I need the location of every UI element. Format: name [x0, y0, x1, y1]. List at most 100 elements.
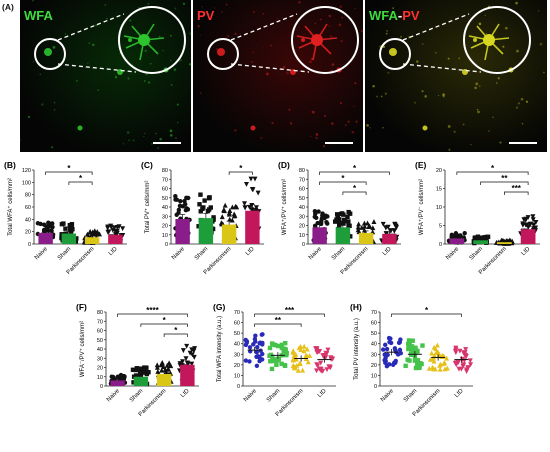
data-point [196, 224, 201, 229]
significance-bracket [319, 171, 390, 175]
data-point [338, 211, 344, 217]
y-tick-label: 20 [436, 168, 442, 174]
x-category-label: Naive [34, 246, 50, 262]
y-tick-label: 30 [299, 214, 305, 220]
data-point [138, 366, 144, 371]
data-point [437, 366, 443, 372]
channel-label-part: - [397, 8, 403, 23]
speckle [157, 147, 159, 149]
data-point [114, 225, 120, 230]
data-point [325, 221, 330, 226]
data-point [154, 362, 160, 368]
data-point [380, 347, 386, 352]
x-category-label: Naive [243, 388, 259, 404]
data-point [449, 234, 454, 240]
data-point [142, 369, 148, 374]
data-point [406, 345, 411, 350]
speckle [315, 136, 318, 140]
y-tick-label: 20 [234, 363, 240, 369]
significance-bracket [480, 181, 529, 185]
data-point [243, 358, 249, 363]
y-tick-label: 50 [162, 196, 168, 202]
speckle [353, 105, 355, 108]
data-point [248, 176, 254, 182]
zoom-guide-lines [402, 13, 482, 73]
data-point [159, 361, 165, 367]
speckle [39, 73, 41, 75]
speckle [497, 77, 500, 80]
data-point [346, 209, 351, 215]
speckle [199, 34, 201, 36]
data-point [121, 373, 126, 379]
speckle [150, 142, 153, 145]
significance-bracket [163, 333, 188, 337]
speckle [477, 110, 480, 114]
data-point [189, 361, 195, 367]
data-point [178, 199, 183, 204]
data-point [48, 223, 53, 228]
data-point [191, 348, 197, 354]
speckle [114, 76, 117, 79]
x-category-label: Sham [129, 388, 144, 403]
data-point [255, 344, 260, 350]
data-point [434, 342, 440, 348]
data-point [283, 347, 288, 352]
data-point [528, 221, 534, 227]
significance-bracket [391, 313, 462, 317]
scale-bar [509, 142, 537, 144]
data-point [444, 355, 450, 361]
data-point [295, 367, 301, 373]
speckle [421, 90, 424, 93]
bar-parkinsonism [156, 373, 172, 386]
micrograph-merge: WFA-PV [365, 0, 547, 152]
speckle [478, 85, 481, 88]
speckle [188, 63, 191, 66]
y-tick-label: 60 [162, 187, 168, 193]
x-category-label: Naive [171, 246, 187, 262]
data-point [183, 356, 189, 362]
x-category-label: LID [454, 388, 465, 399]
data-point [219, 214, 225, 220]
bar-lid [520, 229, 536, 244]
data-point [93, 231, 99, 237]
data-point [279, 345, 285, 351]
significance-bracket [68, 181, 93, 185]
data-point [279, 342, 285, 348]
speckle [339, 5, 343, 8]
data-point [337, 217, 342, 222]
significance-bracket [254, 313, 325, 317]
data-point [186, 195, 191, 201]
speckle [51, 146, 54, 149]
data-point [61, 221, 66, 226]
speckle [312, 110, 315, 114]
data-point [270, 354, 275, 360]
speckle [354, 82, 357, 85]
x-category-label: LID [382, 246, 393, 257]
data-point [465, 365, 471, 371]
speckle [64, 33, 67, 35]
data-point [268, 359, 273, 364]
panel-label: (B) [4, 160, 16, 170]
data-point [131, 380, 136, 385]
data-point [201, 205, 206, 210]
data-point [431, 352, 437, 358]
x-category-label: Naive [445, 246, 461, 262]
scale-bar [325, 142, 353, 144]
data-point [167, 362, 173, 368]
data-point [407, 340, 412, 345]
data-point [174, 197, 179, 202]
significance-bracket [45, 171, 93, 175]
data-point [254, 363, 260, 369]
data-point [183, 208, 189, 213]
data-point [435, 349, 441, 355]
data-point [227, 208, 233, 213]
significance-label: * [353, 164, 357, 173]
data-point [120, 233, 126, 238]
data-point [314, 349, 320, 355]
data-point [276, 356, 282, 361]
data-point [242, 205, 248, 211]
speckle [143, 80, 146, 82]
speckle [462, 123, 465, 126]
data-point [431, 344, 437, 350]
speckle [262, 47, 264, 49]
